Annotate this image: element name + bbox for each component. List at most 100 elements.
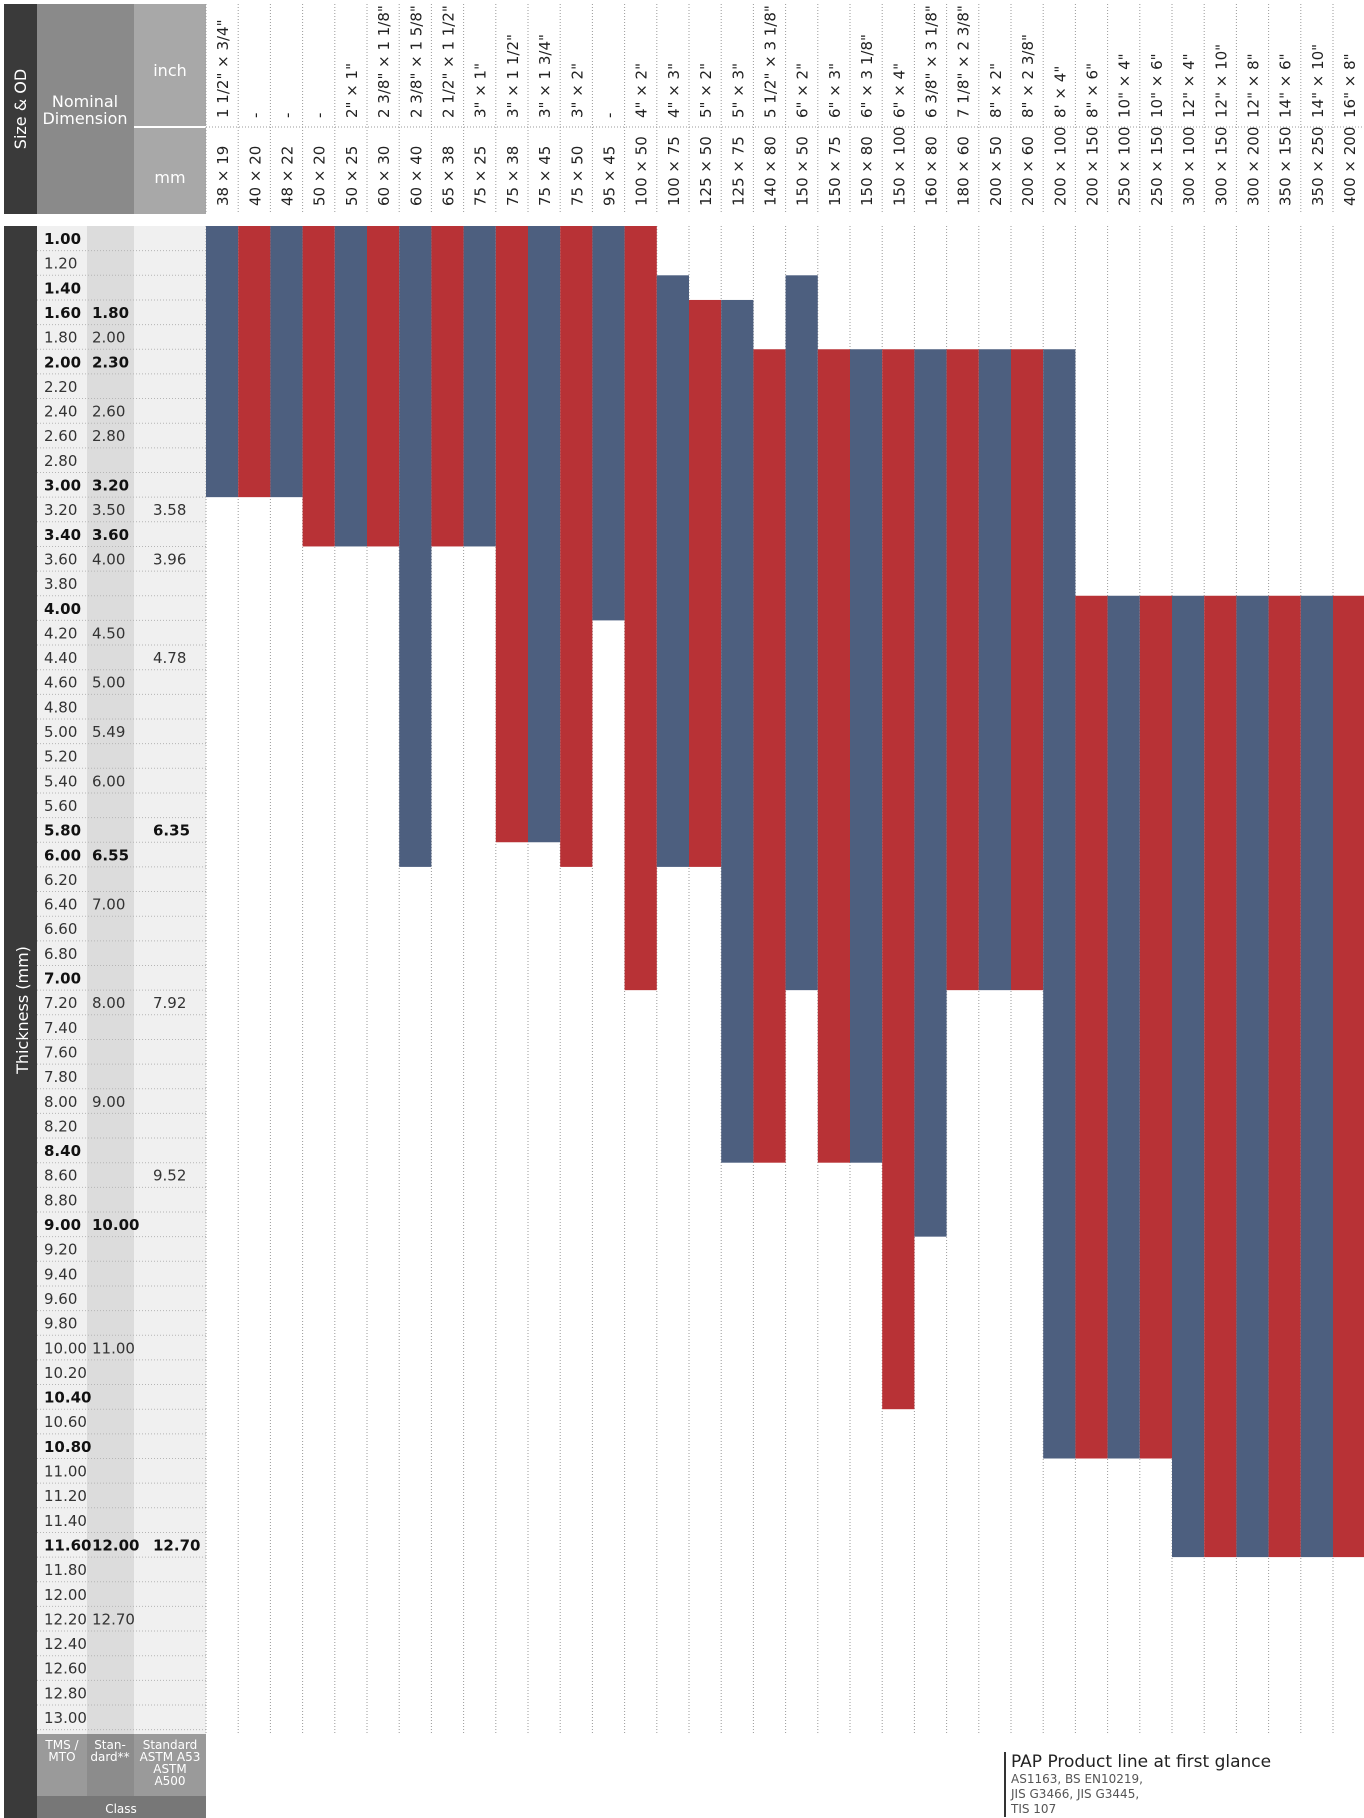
thickness-tms-label: 7.20 — [44, 994, 77, 1012]
thickness-tms-label: 6.40 — [44, 896, 77, 914]
size-inch-label: 4" × 3" — [665, 63, 683, 118]
size-inch-label: 6" × 3 1/8" — [858, 34, 876, 118]
thickness-standard-label: 2.00 — [92, 329, 125, 347]
thickness-tms-label: 12.20 — [44, 1610, 87, 1628]
range-bar-300150 — [1204, 595, 1237, 1558]
size-mm-label: 180 × 60 — [955, 136, 973, 206]
size-inch-label: 5" × 3" — [729, 63, 747, 118]
nominal-dimension-label: Nominal — [52, 92, 118, 111]
thickness-standard-label: 2.30 — [92, 353, 129, 371]
thickness-tms-label: 10.80 — [44, 1438, 91, 1456]
size-inch-label: 14" × 6" — [1277, 53, 1295, 118]
thickness-tms-label: 11.00 — [44, 1463, 87, 1481]
thickness-tms-label: 10.20 — [44, 1364, 87, 1382]
thickness-tms-label: 11.80 — [44, 1561, 87, 1579]
thickness-axis-label: Thickness (mm) — [13, 946, 32, 1075]
range-bar-10075 — [656, 275, 689, 867]
thickness-standard-label: 9.00 — [92, 1093, 125, 1111]
thickness-tms-label: 13.00 — [44, 1709, 87, 1727]
thickness-tms-label: 3.00 — [44, 477, 81, 495]
size-mm-label: 40 × 20 — [246, 146, 264, 206]
size-inch-label: - — [246, 113, 264, 118]
size-mm-label: 300 × 200 — [1245, 127, 1263, 206]
size-inch-label: 12" × 8" — [1245, 53, 1263, 118]
range-bar-3819 — [206, 226, 239, 498]
thickness-standard-label: 6.00 — [92, 772, 125, 790]
class-label: Class — [105, 1802, 137, 1816]
thickness-tms-label: 2.60 — [44, 427, 77, 445]
size-mm-label: 140 × 80 — [762, 136, 780, 206]
labels-layer: 1 1/2" × 3/4" - - - 2" × 1" 2 3/8" × 1 1/8" 2 … — [44, 5, 1359, 1788]
size-inch-label: - — [279, 113, 297, 118]
size-mm-label: 200 × 60 — [1019, 136, 1037, 206]
thickness-tms-label: 9.00 — [44, 1216, 81, 1234]
range-bar-7525 — [463, 226, 496, 547]
range-bar-9545 — [592, 226, 625, 621]
inch-label: inch — [153, 61, 187, 80]
class-column-label: dard** — [90, 1750, 129, 1764]
thickness-tms-label: 5.60 — [44, 797, 77, 815]
size-mm-label: 150 × 100 — [890, 127, 908, 206]
range-bar-5025 — [334, 226, 367, 547]
size-inch-label: - — [601, 113, 619, 118]
thickness-standard-label: 7.00 — [92, 896, 125, 914]
size-inch-label: 1 1/2" × 3/4" — [214, 20, 232, 119]
class-column-label: TMS / — [44, 1738, 79, 1752]
caption-title: PAP Product line at first glance — [1011, 1752, 1272, 1772]
size-inch-label: 5 1/2" × 3 1/8" — [762, 5, 780, 118]
thickness-tms-label: 5.40 — [44, 772, 77, 790]
thickness-tms-label: 11.60 — [44, 1536, 91, 1554]
range-bar-7545 — [528, 226, 561, 843]
size-mm-label: 48 × 22 — [279, 146, 297, 206]
range-bar-5020 — [302, 226, 335, 547]
range-bar-12575 — [721, 299, 754, 1163]
thickness-tms-label: 12.80 — [44, 1684, 87, 1702]
bars-layer — [206, 226, 1364, 1558]
thickness-tms-label: 12.60 — [44, 1660, 87, 1678]
size-inch-label: 2 3/8" × 1 5/8" — [407, 5, 425, 118]
range-bar-15080 — [850, 349, 883, 1163]
size-mm-label: 150 × 75 — [826, 136, 844, 206]
size-inch-label: 2" × 1" — [343, 63, 361, 118]
thickness-astm-label: 9.52 — [153, 1167, 186, 1185]
size-inch-label: 10" × 6" — [1148, 53, 1166, 118]
size-mm-label: 125 × 75 — [729, 136, 747, 206]
thickness-tms-label: 9.60 — [44, 1290, 77, 1308]
class-column-label: ASTM A53 — [140, 1750, 201, 1764]
range-bar-250150 — [1139, 595, 1172, 1459]
thickness-tms-label: 4.40 — [44, 649, 77, 667]
thickness-tms-label: 5.20 — [44, 748, 77, 766]
range-bar-300200 — [1236, 595, 1269, 1558]
thickness-astm-label: 7.92 — [153, 994, 186, 1012]
range-bar-12550 — [689, 299, 722, 867]
range-bar-300100 — [1172, 595, 1205, 1558]
range-bar-15075 — [817, 349, 850, 1163]
size-inch-label: 2 1/2" × 1 1/2" — [440, 5, 458, 118]
range-bar-20050 — [978, 349, 1011, 991]
thickness-standard-label: 2.80 — [92, 427, 125, 445]
size-mm-label: 75 × 38 — [504, 146, 522, 206]
thickness-tms-label: 12.00 — [44, 1586, 87, 1604]
class-column-label: ASTM — [153, 1762, 187, 1776]
size-inch-label: - — [311, 113, 329, 118]
thickness-standard-label: 10.00 — [92, 1216, 139, 1234]
range-bar-6040 — [399, 226, 432, 867]
size-mm-label: 60 × 40 — [407, 146, 425, 206]
thickness-tms-label: 3.40 — [44, 526, 81, 544]
size-inch-label: 2 3/8" × 1 1/8" — [375, 5, 393, 118]
thickness-tms-label: 3.20 — [44, 501, 77, 519]
thickness-tms-label: 1.40 — [44, 279, 81, 297]
range-bar-4822 — [270, 226, 303, 498]
thickness-tms-label: 7.60 — [44, 1043, 77, 1061]
size-inch-label: 6" × 4" — [890, 63, 908, 118]
size-inch-label: 5" × 2" — [697, 63, 715, 118]
class-footer — [37, 1796, 206, 1818]
thickness-tms-label: 10.40 — [44, 1389, 91, 1407]
thickness-standard-label: 3.50 — [92, 501, 125, 519]
thickness-tms-label: 9.20 — [44, 1241, 77, 1259]
range-bar-16080 — [914, 349, 947, 1237]
mm-label: mm — [154, 168, 185, 187]
size-mm-label: 60 × 30 — [375, 146, 393, 206]
thickness-standard-label: 1.80 — [92, 304, 129, 322]
range-bar-250100 — [1107, 595, 1140, 1459]
